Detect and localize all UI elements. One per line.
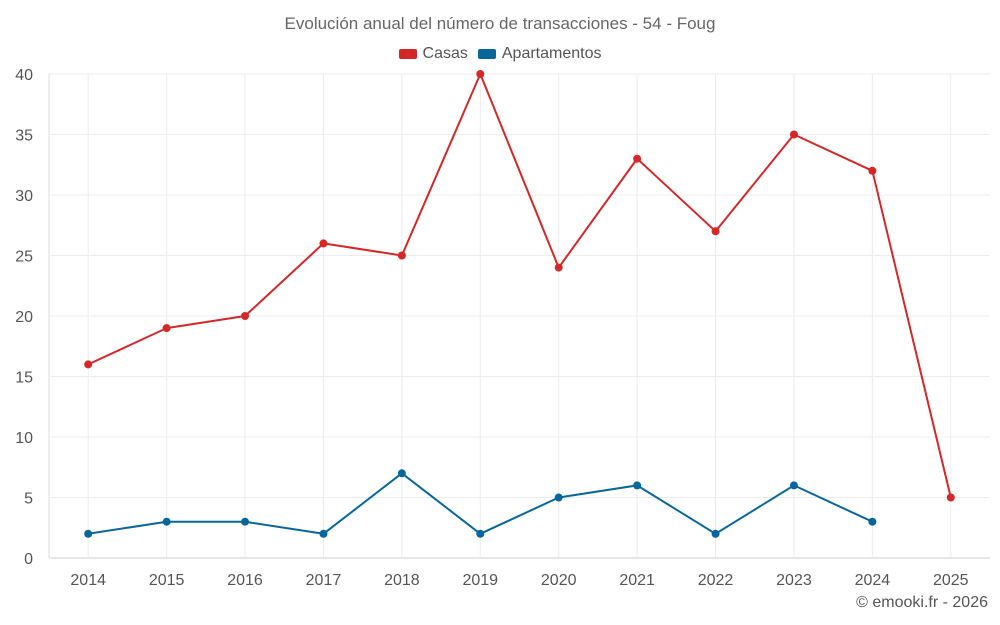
- data-point-apartamentos: Apartamentos 2022: 2: [711, 529, 720, 538]
- data-point-apartamentos: Apartamentos 2021: 6: [633, 481, 642, 490]
- y-tick-label: 25: [15, 249, 33, 266]
- chart-title: Evolución anual del número de transaccio…: [284, 14, 716, 33]
- data-point-apartamentos: Apartamentos 2023: 6: [789, 481, 798, 490]
- data-point-casas: Casas 2021: 33: [633, 154, 642, 163]
- x-tick-label: 2018: [384, 572, 420, 589]
- x-tick-label: 2023: [776, 572, 812, 589]
- data-point-apartamentos: Apartamentos 2024: 3: [868, 517, 877, 526]
- y-tick-label: 30: [15, 188, 33, 205]
- x-tick-label: 2025: [933, 572, 969, 589]
- legend-item-apartamentos[interactable]: Apartamentos: [477, 45, 602, 63]
- y-tick-label: 15: [15, 370, 33, 387]
- y-tick-label: 10: [15, 430, 33, 447]
- y-tick-label: 35: [15, 128, 33, 145]
- data-point-casas: Casas 2017: 26: [319, 239, 328, 248]
- y-tick-label: 5: [24, 491, 33, 508]
- data-point-casas: Casas 2022: 27: [711, 227, 720, 236]
- data-point-casas: Casas 2018: 25: [397, 251, 406, 260]
- data-point-apartamentos: Apartamentos 2015: 3: [162, 517, 171, 526]
- legend-item-casas[interactable]: Casas: [398, 45, 468, 63]
- y-tick-label: 0: [24, 551, 33, 568]
- data-point-apartamentos: Apartamentos 2018: 7: [397, 469, 406, 478]
- legend-label-casas: Casas: [422, 45, 468, 62]
- data-point-casas: Casas 2024: 32: [868, 166, 877, 175]
- x-tick-label: 2024: [855, 572, 891, 589]
- data-point-apartamentos: Apartamentos 2019: 2: [476, 529, 485, 538]
- data-point-casas: Casas 2020: 24: [554, 263, 563, 272]
- x-tick-label: 2020: [541, 572, 577, 589]
- x-tick-label: 2017: [306, 572, 342, 589]
- legend: Casas Apartamentos: [0, 45, 1000, 63]
- x-tick-label: 2014: [70, 572, 106, 589]
- data-point-apartamentos: Apartamentos 2017: 2: [319, 529, 328, 538]
- x-tick-label: 2019: [462, 572, 498, 589]
- x-tick-label: 2016: [227, 572, 263, 589]
- data-point-casas: Casas 2014: 16: [84, 360, 93, 369]
- x-tick-label: 2015: [149, 572, 185, 589]
- data-point-casas: Casas 2025: 5: [946, 493, 955, 502]
- data-point-casas: Casas 2019: 40: [476, 70, 485, 78]
- x-tick-label: 2021: [619, 572, 655, 589]
- data-point-apartamentos: Apartamentos 2014: 2: [84, 529, 93, 538]
- legend-swatch-casas: [398, 49, 417, 59]
- credit-text: © emooki.fr - 2026: [856, 594, 988, 611]
- data-point-apartamentos: Apartamentos 2016: 3: [241, 517, 250, 526]
- data-point-apartamentos: Apartamentos 2020: 5: [554, 493, 563, 502]
- data-point-casas: Casas 2023: 35: [789, 130, 798, 139]
- y-tick-label: 40: [15, 67, 33, 84]
- series-line-casas: [87, 73, 952, 498]
- y-tick-label: 20: [15, 309, 33, 326]
- legend-label-apartamentos: Apartamentos: [501, 45, 602, 62]
- x-tick-label: 2022: [698, 572, 734, 589]
- data-point-casas: Casas 2016: 20: [241, 312, 250, 320]
- data-point-casas: Casas 2015: 19: [162, 324, 171, 333]
- legend-swatch-apartamentos: [477, 49, 496, 59]
